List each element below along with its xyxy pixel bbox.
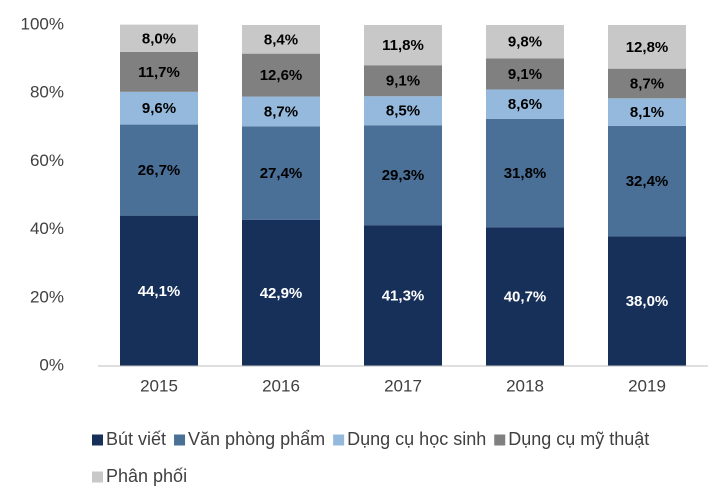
data-label: 42,9%: [260, 285, 303, 302]
bar-segment: [486, 118, 564, 228]
data-label: 29,3%: [382, 167, 425, 184]
data-label: 8,7%: [630, 75, 664, 92]
legend-swatch: [174, 434, 186, 446]
data-label: 44,1%: [138, 283, 181, 300]
legend-swatch: [494, 434, 506, 446]
bar-segment: [120, 215, 198, 366]
legend-swatch: [333, 434, 345, 446]
bar-segment: [486, 25, 564, 59]
bar-segment: [120, 24, 198, 52]
bar-segment: [242, 53, 320, 97]
data-label: 8,1%: [630, 104, 664, 121]
data-label: 27,4%: [260, 165, 303, 182]
x-tick-label: 2017: [384, 376, 422, 395]
legend-label: Phân phối: [106, 466, 187, 486]
data-label: 11,7%: [138, 64, 180, 81]
bar-segment: [608, 98, 686, 126]
y-tick-label: 0%: [39, 355, 64, 374]
data-label: 8,0%: [142, 30, 176, 47]
bar-segment: [120, 124, 198, 216]
y-tick-label: 40%: [30, 219, 64, 238]
bar-segment: [242, 96, 320, 127]
bar-segment: [486, 227, 564, 366]
legend-swatch: [92, 471, 103, 483]
y-tick-label: 60%: [30, 151, 64, 170]
data-label: 26,7%: [138, 162, 181, 179]
data-label: 40,7%: [504, 289, 547, 306]
data-label: 41,3%: [382, 288, 425, 305]
data-label: 9,1%: [508, 66, 542, 83]
bar-segment: [364, 125, 442, 226]
x-tick-label: 2016: [262, 376, 300, 395]
x-tick-label: 2019: [628, 376, 666, 395]
bar-segment: [608, 25, 686, 69]
x-tick-label: 2015: [140, 376, 178, 395]
legend-label: Bút viết: [106, 429, 166, 449]
x-tick-label: 2018: [506, 376, 544, 395]
data-label: 31,8%: [504, 165, 547, 182]
legend-label: Văn phòng phẩm: [188, 429, 325, 449]
data-label: 8,7%: [264, 103, 298, 120]
data-label: 8,5%: [386, 103, 420, 120]
bar-segment: [486, 58, 564, 90]
bar-segment: [364, 25, 442, 66]
data-label: 11,8%: [382, 37, 424, 54]
bar-segment: [120, 51, 198, 92]
bar-segment: [486, 89, 564, 119]
data-label: 32,4%: [626, 173, 669, 190]
y-tick-label: 100%: [21, 14, 64, 33]
bar-segment: [364, 65, 442, 97]
y-tick-label: 20%: [30, 287, 64, 306]
bar-segment: [242, 219, 320, 366]
y-tick-label: 80%: [30, 83, 64, 102]
legend-label: Dụng cụ mỹ thuật: [508, 429, 649, 449]
data-label: 12,6%: [260, 67, 303, 84]
bar-segment: [242, 126, 320, 220]
data-label: 8,4%: [264, 31, 298, 48]
data-label: 9,6%: [142, 100, 176, 117]
data-label: 9,8%: [508, 34, 542, 51]
bar-segment: [608, 236, 686, 366]
legend-label: Dụng cụ học sinh: [347, 429, 486, 449]
bar-segment: [120, 91, 198, 125]
data-label: 38,0%: [626, 293, 669, 310]
bar-segment: [608, 68, 686, 99]
data-label: 8,6%: [508, 96, 542, 113]
bar-segment: [364, 96, 442, 126]
bar-segment: [242, 25, 320, 54]
legend-swatch: [92, 434, 103, 446]
data-label: 12,8%: [626, 39, 669, 56]
bar-segment: [608, 125, 686, 237]
bar-segment: [364, 225, 442, 366]
data-label: 9,1%: [386, 73, 420, 90]
